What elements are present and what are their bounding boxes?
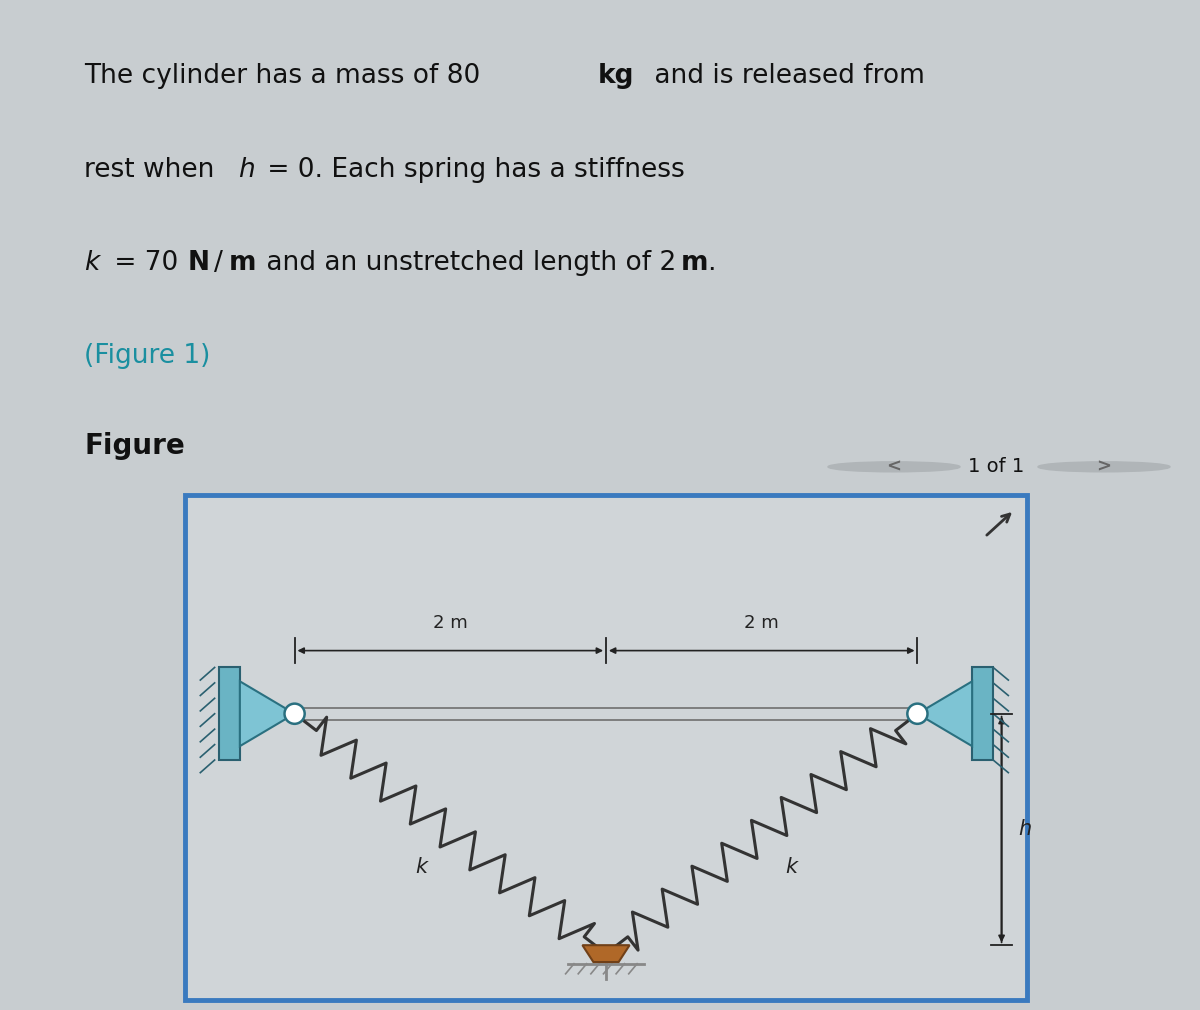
Text: 2 m: 2 m xyxy=(433,614,468,632)
Text: and an unstretched length of 2: and an unstretched length of 2 xyxy=(258,250,685,276)
Text: m: m xyxy=(680,250,708,276)
FancyBboxPatch shape xyxy=(972,668,994,761)
Circle shape xyxy=(284,704,305,724)
Text: (Figure 1): (Figure 1) xyxy=(84,343,210,370)
Text: 2 m: 2 m xyxy=(744,614,779,632)
Text: k: k xyxy=(785,857,797,878)
Polygon shape xyxy=(582,945,630,962)
Text: The cylinder has a mass of 80: The cylinder has a mass of 80 xyxy=(84,64,497,89)
Polygon shape xyxy=(918,682,972,746)
Text: .: . xyxy=(707,250,715,276)
Polygon shape xyxy=(240,682,294,746)
Text: h: h xyxy=(1019,819,1032,839)
Circle shape xyxy=(1038,462,1170,472)
Text: m: m xyxy=(229,250,257,276)
Circle shape xyxy=(907,704,928,724)
Text: Figure: Figure xyxy=(84,432,185,460)
Text: N: N xyxy=(187,250,209,276)
Text: /: / xyxy=(214,250,222,276)
Text: h: h xyxy=(238,157,254,183)
Text: = 70: = 70 xyxy=(106,250,186,276)
Text: = 0. Each spring has a stiffness: = 0. Each spring has a stiffness xyxy=(259,157,685,183)
Text: and is released from: and is released from xyxy=(646,64,924,89)
Text: k: k xyxy=(84,250,100,276)
Text: rest when: rest when xyxy=(84,157,223,183)
Text: 1 of 1: 1 of 1 xyxy=(968,458,1024,477)
Text: <: < xyxy=(887,458,901,476)
Text: k: k xyxy=(415,857,427,878)
Text: >: > xyxy=(1097,458,1111,476)
Text: kg: kg xyxy=(598,64,634,89)
FancyBboxPatch shape xyxy=(218,668,240,761)
FancyBboxPatch shape xyxy=(185,495,1027,1000)
Circle shape xyxy=(828,462,960,472)
